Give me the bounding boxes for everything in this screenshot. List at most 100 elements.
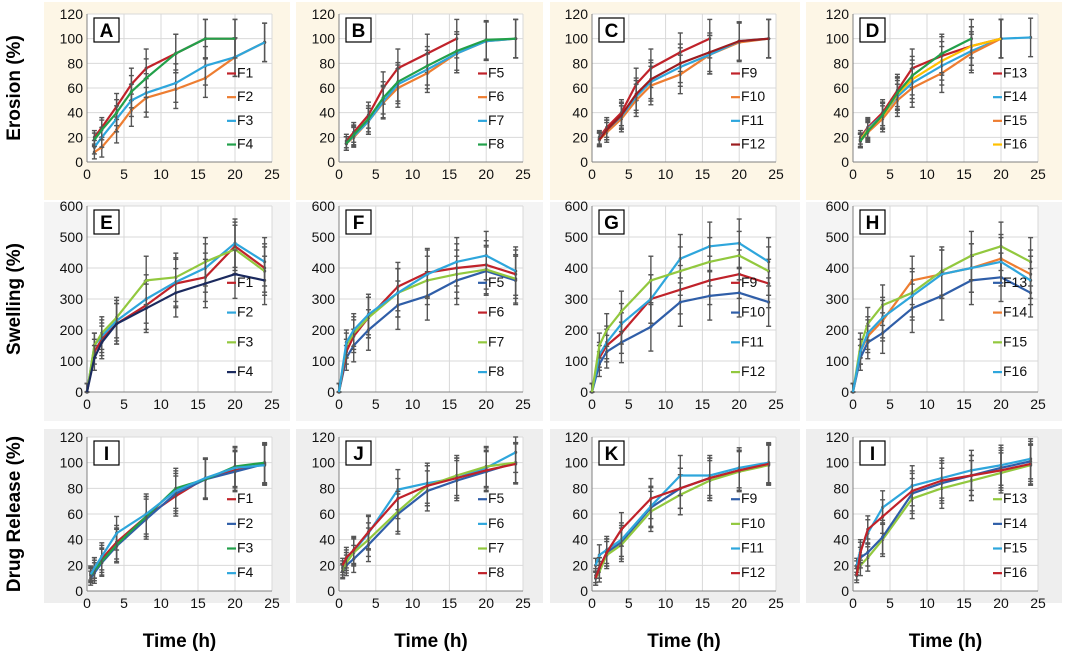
legend-label: F1 (237, 64, 254, 80)
series-f8 (340, 443, 519, 574)
x-tick-label: 25 (515, 595, 531, 611)
legend-label: F13 (1003, 490, 1027, 506)
x-tick-label: 20 (993, 396, 1009, 412)
x-tick-label: 15 (190, 595, 206, 611)
chart-panel-b: 0 20 40 60 80 100 120 0 5 10 15 20 25 B F5 F6 F7 F8 (312, 6, 531, 182)
y-tick-label: 100 (565, 353, 589, 369)
x-tick-label: 5 (372, 595, 380, 611)
y-tick-label: 80 (572, 480, 588, 496)
y-tick-label: 80 (572, 55, 588, 71)
x-tick-label: 0 (335, 595, 343, 611)
x-tick-label: 15 (442, 166, 458, 182)
x-tick-label: 10 (658, 396, 674, 412)
y-tick-label: 40 (319, 532, 335, 548)
legend-label: F4 (237, 363, 254, 379)
x-tick-label: 5 (625, 595, 633, 611)
y-tick-label: 20 (67, 129, 83, 145)
y-tick-label: 40 (572, 532, 588, 548)
chart-panel-i: 0 20 40 60 80 100 120 0 5 10 15 20 25 I F13 F14 F15 F16 (826, 429, 1046, 611)
y-tick-label: 20 (319, 557, 335, 573)
x-tick-label: 25 (515, 166, 531, 182)
y-tick-label: 400 (312, 260, 336, 276)
y-tick-label: 120 (565, 429, 589, 445)
x-tick-label: 25 (768, 396, 784, 412)
legend-label: F15 (1003, 112, 1027, 128)
y-tick-label: 100 (826, 455, 850, 471)
x-tick-label: 0 (83, 166, 91, 182)
x-tick-label: 0 (588, 396, 596, 412)
x-tick-label: 25 (264, 595, 280, 611)
x-tick-label: 10 (153, 166, 169, 182)
y-tick-label: 0 (75, 154, 83, 170)
x-tick-label: 5 (886, 595, 894, 611)
y-tick-label: 20 (319, 129, 335, 145)
legend-label: F12 (741, 136, 765, 152)
legend-label: F14 (1003, 304, 1027, 320)
series-f8 (336, 230, 519, 394)
y-tick-label: 0 (75, 583, 83, 599)
x-tick-label: 15 (442, 595, 458, 611)
legend-label: F12 (741, 564, 765, 580)
series-line (590, 291, 769, 393)
legend-label: F7 (488, 112, 505, 128)
legend-label: F8 (488, 564, 505, 580)
legend-label: F6 (488, 88, 505, 104)
x-tick-label: 5 (886, 166, 894, 182)
legend-label: F16 (1003, 136, 1027, 152)
panel-letter-box (345, 209, 372, 235)
x-tick-label: 15 (442, 396, 458, 412)
x-tick-label: 0 (849, 166, 857, 182)
series-f12 (589, 230, 772, 394)
y-tick-label: 0 (841, 583, 849, 599)
x-tick-label: 5 (625, 166, 633, 182)
series-line (341, 462, 516, 566)
legend-label: F5 (488, 64, 505, 80)
y-tick-label: 0 (327, 154, 335, 170)
series-f12 (596, 18, 772, 148)
x-tick-label: 0 (588, 166, 596, 182)
y-tick-label: 500 (565, 229, 589, 245)
legend-label: F5 (488, 490, 505, 506)
y-tick-label: 80 (833, 480, 849, 496)
panel-letter-box (598, 440, 625, 466)
panel-letter-box (93, 440, 120, 466)
legend-label: F16 (1003, 564, 1027, 580)
y-tick-label: 600 (826, 198, 850, 214)
chart-panel-i: 0 20 40 60 80 100 120 0 5 10 15 20 25 I F1 F2 F3 F4 (60, 429, 280, 611)
y-tick-label: 60 (319, 80, 335, 96)
series-line (859, 37, 1002, 142)
y-tick-label: 400 (60, 260, 84, 276)
y-tick-label: 0 (580, 154, 588, 170)
x-tick-label: 25 (768, 595, 784, 611)
legend-label: F14 (1003, 515, 1027, 531)
legend-label: F14 (1003, 88, 1027, 104)
y-tick-label: 120 (826, 429, 850, 445)
chart-panel-k: 0 20 40 60 80 100 120 0 5 10 15 20 25 K F9 F10 F11 F12 (565, 429, 784, 611)
legend-label: F9 (741, 490, 758, 506)
x-tick-label: 15 (956, 396, 972, 412)
series-line (590, 254, 770, 393)
x-tick-label: 15 (190, 166, 206, 182)
panel-letter: H (866, 213, 880, 234)
x-tick-label: 10 (658, 595, 674, 611)
y-tick-label: 20 (67, 557, 83, 573)
x-tick-label: 5 (120, 396, 128, 412)
legend-label: F3 (237, 540, 254, 556)
series-f12 (593, 443, 772, 586)
y-tick-label: 0 (841, 154, 849, 170)
series-line (85, 273, 265, 393)
x-axis-title: Time (h) (143, 631, 217, 652)
y-tick-label: 200 (312, 322, 336, 338)
y-tick-label: 600 (565, 198, 589, 214)
x-tick-label: 20 (993, 166, 1009, 182)
panel-letter: G (604, 213, 619, 234)
x-tick-label: 0 (335, 166, 343, 182)
chart-panel-a: 0 20 40 60 80 100 120 0 5 10 15 20 25 A F1 F2 F3 F4 (60, 6, 280, 182)
series-line (851, 260, 1032, 393)
x-tick-label: 25 (1030, 166, 1046, 182)
legend-label: F10 (741, 304, 765, 320)
y-tick-label: 100 (826, 353, 850, 369)
x-tick-label: 10 (405, 595, 421, 611)
y-tick-label: 500 (312, 229, 336, 245)
legend-label: F3 (237, 333, 254, 349)
